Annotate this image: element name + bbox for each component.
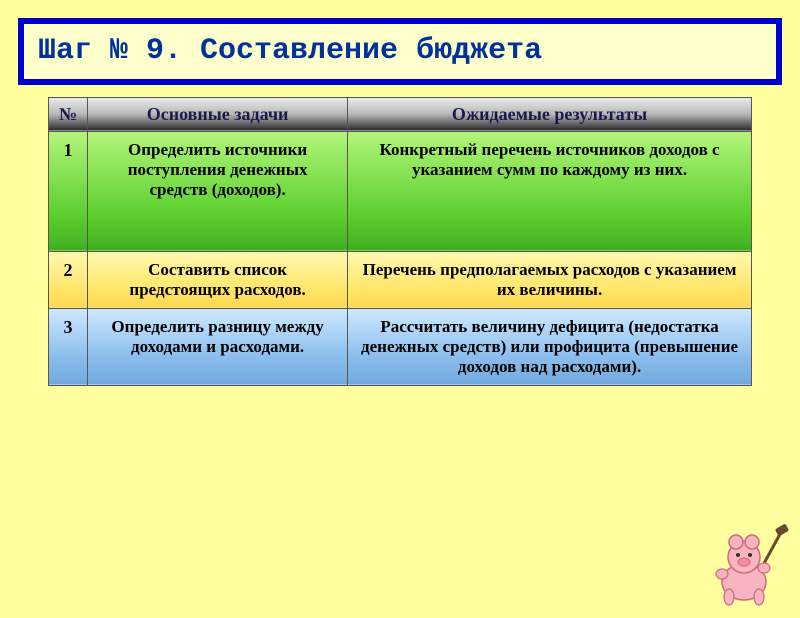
- table-row: 1 Определить источники поступления денеж…: [49, 131, 752, 251]
- cell-num: 2: [49, 251, 88, 308]
- cell-num: 3: [49, 308, 88, 385]
- cell-result: Конкретный перечень источников доходов с…: [348, 131, 752, 251]
- header-result: Ожидаемые результаты: [348, 97, 752, 131]
- header-task: Основные задачи: [88, 97, 348, 131]
- budget-table-wrap: № Основные задачи Ожидаемые результаты 1…: [48, 97, 752, 386]
- cell-task: Определить разницу между доходами и расх…: [88, 308, 348, 385]
- page-title: Шаг № 9. Составление бюджета: [38, 34, 762, 69]
- cell-num: 1: [49, 131, 88, 251]
- header-num: №: [49, 97, 88, 131]
- cell-result: Рассчитать величину дефицита (недостатка…: [348, 308, 752, 385]
- table-header-row: № Основные задачи Ожидаемые результаты: [49, 97, 752, 131]
- title-box: Шаг № 9. Составление бюджета: [18, 18, 782, 85]
- budget-table: № Основные задачи Ожидаемые результаты 1…: [48, 97, 752, 386]
- cell-result: Перечень предполагаемых расходов с указа…: [348, 251, 752, 308]
- cell-task: Определить источники поступления денежны…: [88, 131, 348, 251]
- piglet-icon: [694, 512, 794, 612]
- cell-task: Составить список предстоящих расходов.: [88, 251, 348, 308]
- table-row: 3 Определить разницу между доходами и ра…: [49, 308, 752, 385]
- table-row: 2 Составить список предстоящих расходов.…: [49, 251, 752, 308]
